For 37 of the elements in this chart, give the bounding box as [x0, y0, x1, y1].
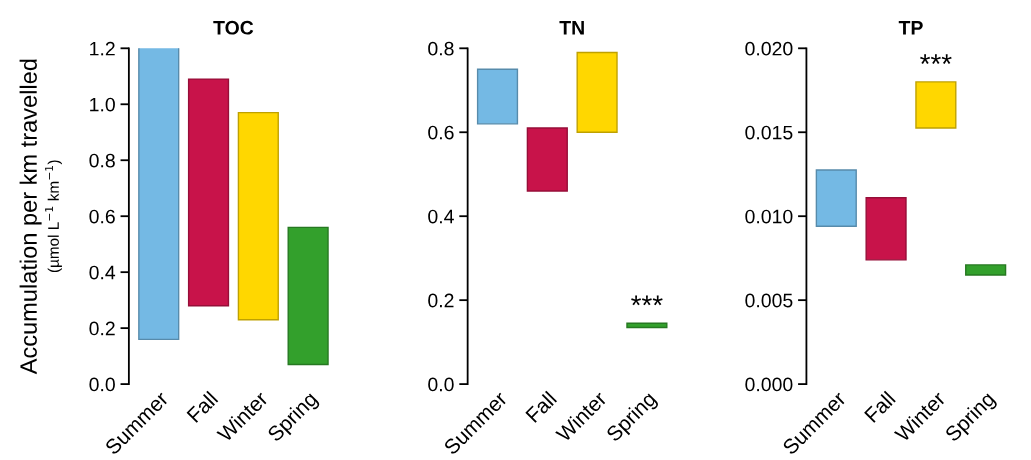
y-tick-label: 0.8: [428, 41, 454, 56]
bar: [815, 169, 857, 227]
y-tick-label: 0.020: [745, 41, 793, 56]
y-tick-label: 0.0: [428, 377, 454, 392]
bar: [287, 226, 329, 366]
y-axis-title: Accumulation per km travelled (µmol L$^{−1}$ km$^{−1}$): [19, 59, 62, 375]
bar: [865, 197, 907, 261]
y-tick-label: 1.2: [90, 41, 115, 56]
bar: [626, 322, 668, 329]
annotation: ***: [631, 295, 663, 306]
annotation: ***: [920, 54, 952, 64]
y-tick-label: 0.6: [89, 209, 115, 224]
y-tick-label: 0.8: [89, 153, 115, 168]
y-tick-label: 0.010: [745, 209, 793, 224]
y-tick-label: 0.4: [89, 265, 116, 280]
bar: [965, 264, 1007, 276]
bar: [187, 78, 230, 307]
chart-title: TOC: [213, 20, 254, 35]
bar: [526, 127, 568, 192]
chart-title: TP: [898, 21, 923, 35]
x-tick-label: Fall: [524, 390, 558, 423]
y-tick-label: 0.015: [745, 125, 793, 140]
y-tick-label: 0.6: [428, 125, 454, 140]
chart-title: TN: [559, 21, 584, 35]
y-tick-label: 0.0: [89, 377, 115, 392]
y-tick-label: 1.0: [90, 97, 115, 112]
y-tick-label: 0.4: [428, 209, 454, 224]
y-tick-label: 0.005: [745, 293, 793, 308]
y-tick-label: 0.2: [428, 293, 454, 308]
y-tick-label: 0.2: [89, 321, 115, 336]
bar: [476, 68, 519, 125]
bar: [576, 51, 618, 133]
bar: [915, 81, 957, 129]
bar: [237, 111, 279, 321]
x-tick-label: Fall: [186, 390, 219, 423]
x-tick-label: Fall: [863, 390, 896, 423]
y-tick-label: 0.000: [745, 377, 793, 392]
